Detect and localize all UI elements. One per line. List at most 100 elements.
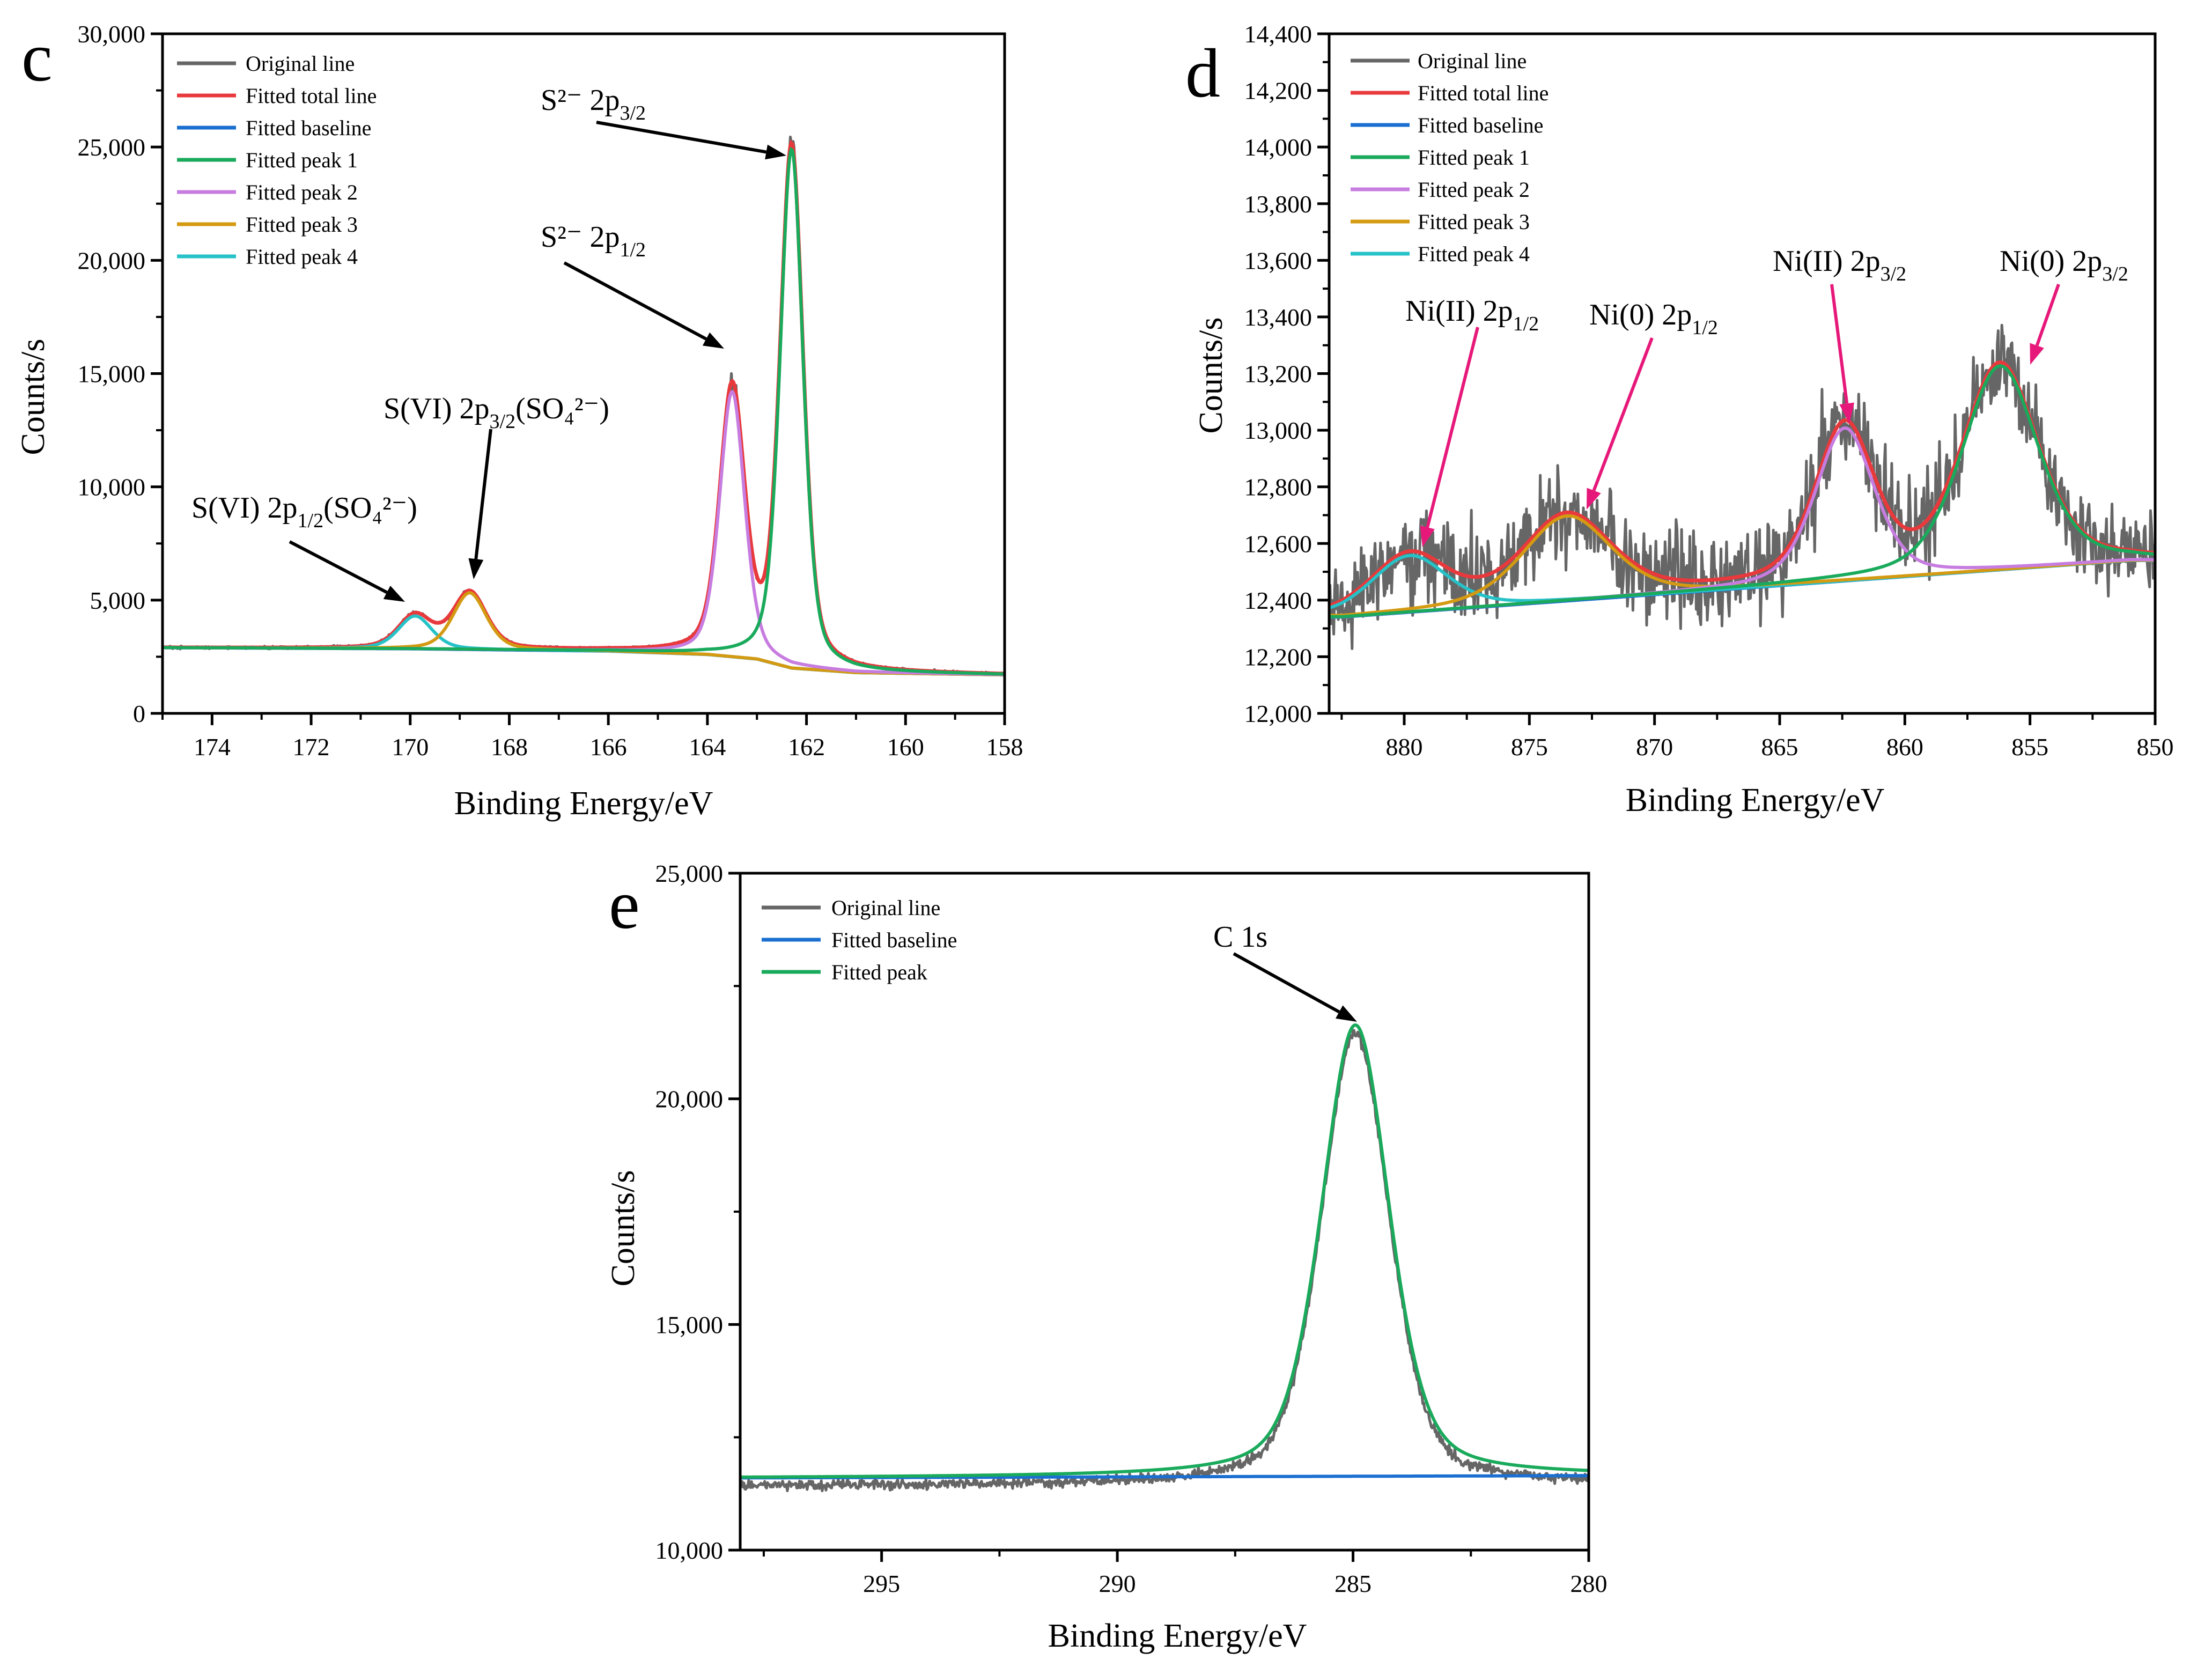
y-tick-label: 20,000 [655,1086,724,1113]
legend-item-fitted-peak-2: Fitted peak 2 [1418,178,1530,202]
annotation-arrow [474,429,492,559]
y-tick-label: 13,400 [1244,304,1313,331]
y-tick-label: 12,800 [1244,474,1313,501]
panel-c-ticks: 174 172 170 168 166 164 162 160 158 0 5,000 10,000 1… [78,20,1023,761]
x-tick-label: 880 [1386,733,1423,761]
y-tick-label: 14,400 [1244,20,1313,48]
panel-e-ticks: 295 290 285 280 10,000 15,000 20,000 25,000 [655,860,1608,1597]
x-tick-label: 158 [986,733,1023,761]
x-tick-label: 168 [491,733,528,761]
y-tick-label: 30,000 [78,20,146,48]
panel-e-annotations: C 1s [1213,920,1357,1022]
x-tick-label: 875 [1511,733,1548,761]
annotation-arrow [596,121,767,154]
annotation-arrowhead [383,586,405,602]
series-fitted-peak-1 [163,146,1005,676]
y-tick-label: 14,000 [1244,134,1313,161]
panel-c-ylabel: Counts/s [15,338,51,455]
legend-item-fitted-peak-3: Fitted peak 3 [1418,210,1530,234]
y-tick-label: 25,000 [78,134,146,161]
legend-item-fitted-peak-1: Fitted peak 1 [246,148,358,172]
x-tick-label: 870 [1636,733,1673,761]
x-tick-label: 865 [1761,733,1798,761]
annotation-arrow [2035,284,2060,346]
x-tick-label: 280 [1570,1570,1608,1597]
y-tick-label: 14,200 [1244,77,1313,105]
panel-letter-e: e [609,866,640,943]
panel-d-legend: Original line Fitted total line Fitted b… [1351,49,1549,266]
x-tick-label: 860 [1886,733,1923,761]
legend-item-fitted-peak-3: Fitted peak 3 [246,212,358,237]
series-fitted-peak-2 [163,389,1005,676]
y-tick-label: 0 [133,700,145,727]
panel-e-xlabel: Binding Energy/eV [1048,1618,1307,1654]
annotation-arrowhead [1839,402,1855,424]
legend-item-fitted-peak: Fitted peak [831,960,927,984]
y-tick-label: 13,200 [1244,360,1313,388]
annotation-arrow [289,540,388,594]
x-tick-label: 850 [2137,733,2174,761]
legend-item-original-line: Original line [1418,49,1527,73]
y-tick-label: 12,600 [1244,530,1313,557]
legend-item-original-line: Original line [831,896,940,920]
y-tick-label: 12,000 [1244,700,1313,727]
legend-item-fitted-baseline: Fitted baseline [831,928,957,952]
panel-e-plot-area [739,872,1590,1552]
panel-letter-c: c [21,19,53,96]
y-tick-label: 12,200 [1244,643,1313,670]
y-tick-label: 13,600 [1244,247,1313,274]
panel-c-xlabel: Binding Energy/eV [454,785,713,822]
x-tick-label: 855 [2011,733,2048,761]
panel-d-ylabel: Counts/s [1193,317,1229,433]
x-tick-label: 164 [689,733,726,761]
annotation-arrowhead [1587,488,1601,510]
y-tick-label: 13,000 [1244,417,1313,444]
panel-c-series [163,135,1005,677]
panel-d-series [1329,323,2155,650]
x-tick-label: 285 [1334,1570,1372,1597]
y-tick-label: 13,800 [1244,190,1313,218]
annotation-arrowhead [1420,525,1435,547]
y-tick-label: 10,000 [78,474,146,501]
series-original-line [1329,323,2155,650]
y-tick-label: 25,000 [655,860,724,887]
annotation-arrow [1233,952,1340,1014]
annotation-arrow [1592,337,1654,491]
legend-item-fitted-peak-4: Fitted peak 4 [246,245,358,269]
legend-item-fitted-baseline: Fitted baseline [246,116,371,140]
panel-d: d 880 875 870 865 860 855 850 12,000 12,200 12,40… [1185,20,2174,818]
x-tick-label: 290 [1099,1570,1136,1597]
legend-item-fitted-baseline: Fitted baseline [1418,113,1543,137]
series-fitted-peak-1 [1329,364,2155,618]
series-fitted-peak-1 [740,1023,1589,1479]
panel-c-annotations: S²⁻ 2p3/2 Ni(0) 2pS²⁻ 2p1/2 S(VI) 2p3/2(… [191,84,786,602]
annotation-c1s: C 1s [1213,920,1267,954]
annotation-arrow [1830,284,1849,404]
y-tick-label: 15,000 [78,360,146,388]
legend-item-fitted-total-line: Fitted total line [246,84,377,108]
panel-d-plot-area [1328,32,2157,715]
annotation-s6-2p32: S(VI) 2p3/2(SO₄²⁻) [384,392,609,433]
y-tick-label: 15,000 [655,1311,724,1338]
annotation-arrowhead [702,332,724,349]
annotation-s2-2p32: S²⁻ 2p3/2 [541,84,646,124]
legend-item-fitted-peak-1: Fitted peak 1 [1418,145,1530,169]
panel-e-ylabel: Counts/s [605,1170,642,1286]
series-fitted-peak-3 [163,591,1005,677]
annotation-ni2-2p32: Ni(II) 2p3/2 [1773,245,1906,285]
annotation-arrowhead [765,144,786,160]
legend-item-original-line: Original line [246,51,355,76]
legend-item-fitted-peak-4: Fitted peak 4 [1418,242,1530,266]
annotation-ni0-2p32: Ni(0) 2p3/2 [2000,245,2128,285]
x-tick-label: 295 [863,1570,900,1597]
y-tick-label: 12,400 [1244,587,1313,614]
annotation-ni2-2p12: Ni(II) 2p1/2 [1405,294,1539,335]
annotation-s6-2p12: S(VI) 2p1/2(SO₄²⁻) [191,491,417,532]
annotation-arrowhead [1335,1005,1357,1022]
legend-item-fitted-peak-2: Fitted peak 2 [246,180,358,204]
annotation-arrowhead [2030,343,2044,365]
legend-item-fitted-total-line: Fitted total line [1418,81,1549,105]
x-tick-label: 174 [194,733,231,761]
y-tick-label: 20,000 [78,247,146,274]
